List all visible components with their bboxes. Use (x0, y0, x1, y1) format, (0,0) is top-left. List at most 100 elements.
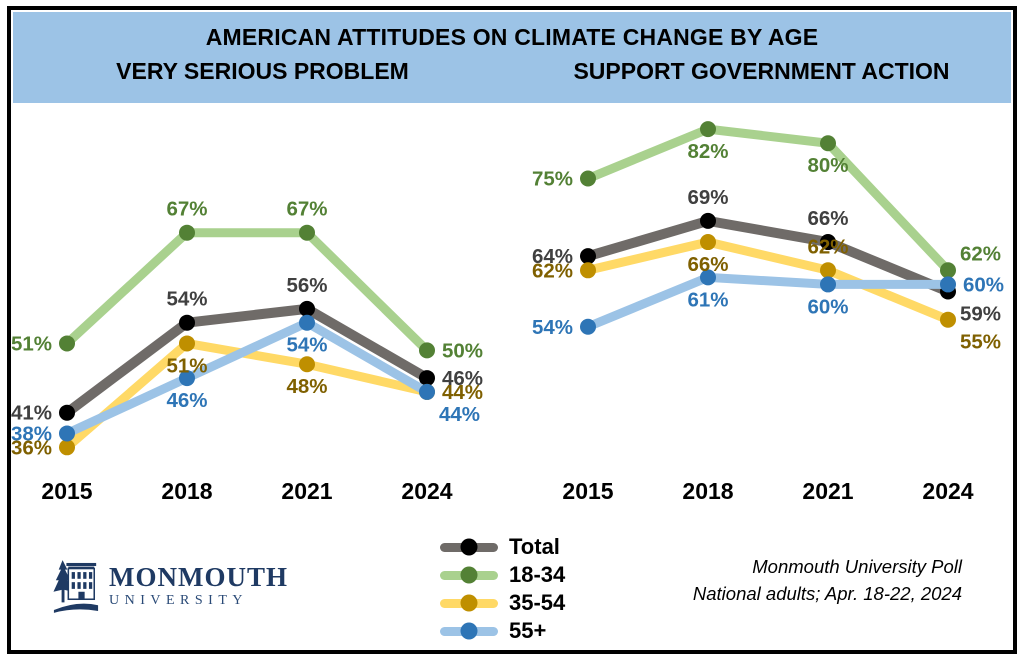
x-axis-label-2018: 2018 (682, 478, 733, 504)
data-point-3554-2024 (940, 311, 956, 328)
monmouth-logo: MONMOUTH UNIVERSITY (52, 556, 288, 616)
data-point-total-2015 (580, 248, 596, 265)
data-label-1834-2015: 75% (532, 168, 573, 191)
data-point-total-2018 (179, 314, 195, 331)
data-point-55-2015 (59, 425, 75, 442)
legend-item-55: 55+ (440, 617, 565, 645)
legend-line-swatch (440, 594, 498, 612)
data-point-1834-2018 (700, 121, 716, 138)
monmouth-building-icon (53, 560, 99, 613)
data-label-1834-2021: 67% (286, 198, 327, 221)
right-chart-title: SUPPORT GOVERNMENT ACTION (573, 58, 950, 84)
data-point-total-2015 (59, 404, 75, 421)
data-label-3554-2021: 62% (807, 235, 848, 258)
data-label-3554-2015: 62% (532, 259, 573, 282)
data-point-55-2015 (580, 318, 596, 335)
legend-line-swatch (440, 538, 498, 556)
legend: Total 18-34 35-54 55+ (440, 533, 565, 645)
legend-line-swatch (440, 566, 498, 584)
series-line-1834 (62, 228, 432, 355)
data-label-total-2024: 59% (960, 302, 1001, 325)
data-label-3554-2024: 55% (960, 331, 1001, 354)
data-point-3554-2015 (59, 439, 75, 456)
data-point-total-2024 (419, 370, 435, 387)
data-label-3554-2018: 51% (166, 354, 207, 377)
legend-marker-dot (460, 566, 478, 584)
data-point-3554-2021 (820, 262, 836, 279)
data-point-55-2021 (299, 314, 315, 331)
x-axis-label-2024: 2024 (922, 478, 973, 504)
x-axis-label-2021: 2021 (802, 478, 853, 504)
legend-item-3554: 35-54 (440, 589, 565, 617)
logo-subname: UNIVERSITY (109, 593, 248, 608)
x-axis-label-2015: 2015 (41, 478, 92, 504)
legend-marker-dot (460, 538, 478, 556)
data-label-total-2015: 64% (532, 245, 573, 268)
page-title: AMERICAN ATTITUDES ON CLIMATE CHANGE BY … (205, 24, 819, 50)
data-point-1834-2024 (940, 262, 956, 279)
x-axis-label-2024: 2024 (401, 478, 452, 504)
x-axis-label-2015: 2015 (562, 478, 613, 504)
legend-label: Total (509, 534, 560, 559)
monmouth-logo-text: MONMOUTH UNIVERSITY (109, 563, 288, 609)
data-label-1834-2018: 67% (166, 198, 207, 221)
data-point-1834-2024 (419, 342, 435, 359)
series-line-3554 (583, 237, 953, 325)
data-point-55-2024 (940, 276, 956, 293)
chart-support-government-action: 64% 69% 66% 59% 75% 82% 80% 62% 62% 66% 62% 55% 54% 6… (532, 121, 1004, 504)
data-label-55-2024: 44% (439, 403, 480, 426)
data-label-55-2015: 54% (532, 316, 573, 339)
chart-very-serious-problem: 41% 54% 56% 46% 51% 67% 67% 50% 36% 51% 48% 44% 38% 4… (11, 198, 483, 504)
legend-item-1834: 18-34 (440, 561, 565, 589)
data-point-55-2021 (820, 276, 836, 293)
data-label-1834-2018: 82% (687, 140, 728, 163)
data-point-3554-2015 (580, 262, 596, 279)
x-axis-label-2018: 2018 (161, 478, 212, 504)
logo-name: MONMOUTH (109, 562, 288, 592)
legend-label: 35-54 (509, 590, 566, 615)
legend-label: 55+ (509, 618, 547, 643)
data-label-3554-2021: 48% (286, 375, 327, 398)
data-label-55-2018: 61% (687, 288, 728, 311)
series-line-total (583, 215, 953, 297)
legend-item-total: Total (440, 533, 565, 561)
series-line-55 (62, 318, 432, 438)
data-label-55-2018: 46% (166, 389, 207, 412)
data-label-55-2021: 54% (286, 334, 327, 357)
series-line-total (62, 303, 432, 418)
data-point-1834-2015 (580, 170, 596, 187)
legend-marker-dot (460, 622, 478, 640)
source-note: Monmouth University Poll National adults… (693, 553, 962, 607)
series-line-1834 (583, 124, 953, 275)
data-label-55-2015: 38% (11, 422, 52, 445)
data-label-1834-2015: 51% (11, 332, 52, 355)
data-point-55-2018 (700, 269, 716, 286)
header-band: AMERICAN ATTITUDES ON CLIMATE CHANGE BY … (13, 12, 1011, 103)
data-label-55-2021: 60% (807, 295, 848, 318)
data-label-total-2018: 69% (687, 186, 728, 209)
legend-label: 18-34 (509, 562, 566, 587)
source-line-1: Monmouth University Poll (752, 556, 962, 577)
x-axis-label-2021: 2021 (281, 478, 332, 504)
data-label-1834-2021: 80% (807, 154, 848, 177)
data-label-total-2024: 46% (442, 367, 483, 390)
data-point-55-2024 (419, 383, 435, 400)
data-point-1834-2021 (299, 224, 315, 241)
data-point-1834-2021 (820, 135, 836, 152)
data-label-total-2015: 41% (11, 402, 52, 425)
data-point-total-2021 (299, 300, 315, 317)
data-point-3554-2018 (700, 234, 716, 251)
source-line-2: National adults; Apr. 18-22, 2024 (692, 583, 962, 604)
data-label-3554-2015: 36% (11, 436, 52, 459)
data-label-55-2024: 60% (963, 273, 1004, 296)
data-label-total-2021: 56% (286, 274, 327, 297)
series-line-55 (583, 272, 953, 332)
data-point-3554-2021 (299, 356, 315, 373)
data-label-3554-2024: 44% (442, 381, 483, 404)
data-point-1834-2015 (59, 335, 75, 352)
left-chart-title: VERY SERIOUS PROBLEM (116, 58, 409, 84)
data-point-55-2018 (179, 370, 195, 387)
data-point-total-2018 (700, 212, 716, 229)
subtitle-row: VERY SERIOUS PROBLEM SUPPORT GOVERNMENT … (13, 56, 1011, 86)
